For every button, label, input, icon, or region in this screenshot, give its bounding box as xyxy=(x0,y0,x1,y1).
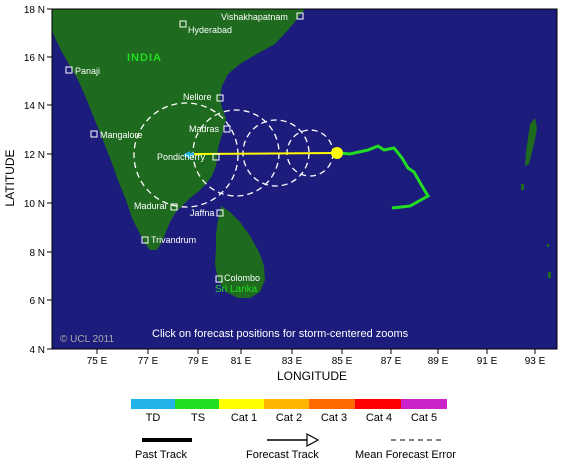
city-label-jaffna: Jaffna xyxy=(190,208,214,218)
city-label-trivandrum: Trivandrum xyxy=(151,235,196,245)
city-marker xyxy=(170,203,178,211)
country-label-india: INDIA xyxy=(127,52,162,64)
legend-swatch-td xyxy=(131,399,175,409)
city-marker xyxy=(212,153,220,161)
legend-label-cat1: Cat 1 xyxy=(231,412,257,424)
lon-tick-label: 83 E xyxy=(282,356,303,367)
city-marker xyxy=(65,66,73,74)
city-label-hyderabad: Hyderabad xyxy=(188,25,232,35)
island-speck xyxy=(548,272,551,278)
city-marker xyxy=(216,94,224,102)
mean-error-legend-label: Mean Forecast Error xyxy=(355,449,456,461)
lat-tick-label: 14 N xyxy=(24,101,45,112)
lon-tick-label: 85 E xyxy=(332,356,353,367)
map-frame xyxy=(51,8,558,350)
lat-tick-label: 8 N xyxy=(29,248,45,259)
lat-tick-label: 16 N xyxy=(24,53,45,64)
city-label-nellore: Nellore xyxy=(183,92,212,102)
lon-tick-label: 93 E xyxy=(525,356,546,367)
island-speck xyxy=(547,244,549,247)
lon-tick-label: 91 E xyxy=(477,356,498,367)
legend-swatch-ts xyxy=(175,399,219,409)
lat-tick-label: 10 N xyxy=(24,199,45,210)
past-track xyxy=(339,144,431,210)
country-label-sri-lanka: Sri Lanka xyxy=(215,284,258,295)
lat-tick-label: 18 N xyxy=(24,5,45,16)
longitude-ticks xyxy=(96,349,536,354)
city-marker xyxy=(216,209,224,217)
city-marker xyxy=(296,12,304,20)
lat-tick-label: 6 N xyxy=(29,296,45,307)
city-marker xyxy=(223,125,231,133)
copyright-text: © UCL 2011 xyxy=(60,334,115,345)
lon-tick-label: 77 E xyxy=(138,356,159,367)
legend-label-td: TD xyxy=(146,412,161,424)
city-label-mangalore: Mangalore xyxy=(100,130,143,140)
city-marker xyxy=(179,20,187,28)
city-label-madras: Madras xyxy=(189,124,220,134)
city-label-madurai: Madurai xyxy=(134,201,167,211)
instruction-text: Click on forecast positions for storm-ce… xyxy=(152,328,409,340)
latitude-ticks xyxy=(47,8,52,350)
legend-swatch-cat3 xyxy=(309,399,355,409)
lat-tick-label: 12 N xyxy=(24,150,45,161)
forecast-track-legend-label: Forecast Track xyxy=(246,449,319,461)
lat-tick-label: 4 N xyxy=(29,345,45,356)
city-label-pondicherry: Pondicherry xyxy=(157,152,206,162)
category-legend xyxy=(131,399,447,409)
legend-label-cat5: Cat 5 xyxy=(411,412,437,424)
legend-label-cat2: Cat 2 xyxy=(276,412,302,424)
storm-position-marker[interactable] xyxy=(331,147,343,159)
city-label-vishakhapatnam: Vishakhapatnam xyxy=(221,12,288,22)
legend-swatch-cat4 xyxy=(355,399,401,409)
legend-swatch-cat5 xyxy=(401,399,447,409)
lon-tick-label: 89 E xyxy=(428,356,449,367)
legend-label-cat4: Cat 4 xyxy=(366,412,392,424)
india-landmass xyxy=(52,9,305,250)
legend-swatch-cat2 xyxy=(264,399,309,409)
legend-label-cat3: Cat 3 xyxy=(321,412,347,424)
city-label-colombo: Colombo xyxy=(224,273,260,283)
lon-tick-label: 79 E xyxy=(188,356,209,367)
forecast-arrowhead xyxy=(183,151,190,159)
sri-lanka-landmass xyxy=(215,206,265,298)
y-axis-title: LATITUDE xyxy=(3,149,17,206)
lon-tick-label: 75 E xyxy=(87,356,108,367)
forecast-track-legend-arrowhead xyxy=(306,432,320,448)
island-speck xyxy=(521,184,524,190)
past-track-legend-label: Past Track xyxy=(135,449,187,461)
lon-tick-label: 87 E xyxy=(381,356,402,367)
legend-label-ts: TS xyxy=(191,412,205,424)
legend-swatch-cat1 xyxy=(219,399,264,409)
lon-tick-label: 81 E xyxy=(231,356,252,367)
andaman-islands xyxy=(525,118,537,166)
city-marker xyxy=(141,236,149,244)
city-label-panaji: Panaji xyxy=(75,66,100,76)
city-marker xyxy=(215,275,223,283)
city-marker xyxy=(90,130,98,138)
error-circle xyxy=(133,102,239,208)
city-markers xyxy=(65,12,304,283)
x-axis-title: LONGITUDE xyxy=(277,369,347,383)
